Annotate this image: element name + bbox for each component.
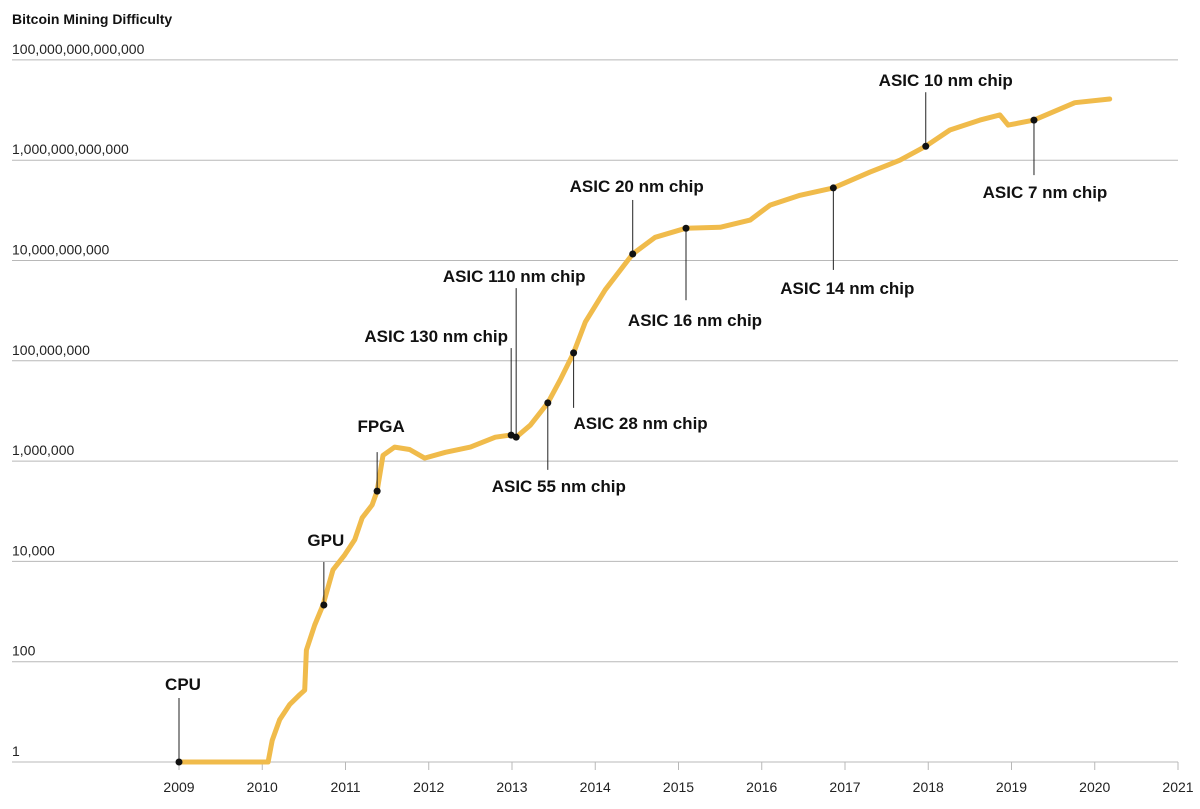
annotation-label: GPU [307, 531, 344, 550]
annotation: ASIC 20 nm chip [570, 177, 704, 258]
annotation: ASIC 7 nm chip [983, 116, 1108, 202]
annotation: ASIC 28 nm chip [570, 349, 708, 433]
x-tick-label: 2013 [496, 779, 527, 795]
annotation-marker [373, 487, 381, 495]
annotation-marker [629, 250, 637, 258]
annotation: ASIC 55 nm chip [492, 399, 626, 496]
x-tick-label: 2011 [330, 779, 360, 795]
annotation-marker [829, 184, 837, 192]
annotation-marker [544, 399, 552, 407]
annotation-label: ASIC 7 nm chip [983, 183, 1108, 202]
x-tick-label: 2019 [996, 779, 1027, 795]
annotation: GPU [307, 531, 344, 609]
x-tick-label: 2017 [829, 779, 860, 795]
annotation-marker [682, 224, 690, 232]
x-tick-label: 2020 [1079, 779, 1110, 795]
annotation: ASIC 14 nm chip [780, 184, 914, 298]
y-tick-label: 10,000 [12, 542, 55, 558]
x-axis: 2009 2010 2011 2012 2013 2014 2015 2016 2017 2018… [163, 762, 1194, 795]
annotation-marker [570, 349, 578, 357]
annotation-label: ASIC 55 nm chip [492, 477, 626, 496]
annotation: ASIC 110 nm chip [443, 267, 586, 441]
annotation-marker [922, 142, 930, 150]
annotation-label: ASIC 20 nm chip [570, 177, 704, 196]
annotation: ASIC 130 nm chip [364, 327, 515, 439]
x-tick-label: 2012 [413, 779, 444, 795]
annotation-marker [320, 601, 328, 609]
y-tick-label: 1,000,000,000,000 [12, 141, 129, 157]
y-tick-label: 100,000,000,000,000 [12, 41, 145, 57]
x-tick-label: 2010 [247, 779, 278, 795]
x-tick-label: 2016 [746, 779, 777, 795]
annotation-marker [175, 758, 183, 766]
annotation-label: ASIC 16 nm chip [628, 311, 762, 330]
annotation-marker [1030, 116, 1038, 124]
x-tick-label: 2015 [663, 779, 694, 795]
annotation: ASIC 16 nm chip [628, 224, 762, 330]
x-tick-label: 2009 [163, 779, 194, 795]
annotation-label: ASIC 110 nm chip [443, 267, 586, 286]
annotation-label: ASIC 130 nm chip [364, 327, 508, 346]
y-tick-label: 100,000,000 [12, 342, 90, 358]
annotation: CPU [165, 675, 201, 766]
x-tick-label: 2014 [580, 779, 611, 795]
annotation-marker [512, 433, 520, 441]
annotation: FPGA [358, 417, 405, 495]
y-tick-label: 1 [12, 743, 20, 759]
annotation-label: ASIC 28 nm chip [574, 414, 708, 433]
y-tick-label: 1,000,000 [12, 442, 74, 458]
y-tick-label: 100 [12, 643, 36, 659]
x-tick-label: 2018 [913, 779, 944, 795]
annotation-label: FPGA [358, 417, 405, 436]
chart-title: Bitcoin Mining Difficulty [12, 11, 172, 27]
grid: 1 100 10,000 1,000,000 100,000,000 10,000,000… [12, 41, 1178, 763]
annotation-label: ASIC 10 nm chip [879, 71, 1013, 90]
y-tick-label: 10,000,000,000 [12, 242, 110, 258]
annotation-label: ASIC 14 nm chip [780, 279, 914, 298]
annotation: ASIC 10 nm chip [879, 71, 1013, 150]
annotation-label: CPU [165, 675, 201, 694]
x-tick-label: 2021 [1162, 779, 1193, 795]
annotations: CPU GPU FPGA ASIC 130 nm chip ASIC 110 nm ch… [165, 71, 1108, 766]
